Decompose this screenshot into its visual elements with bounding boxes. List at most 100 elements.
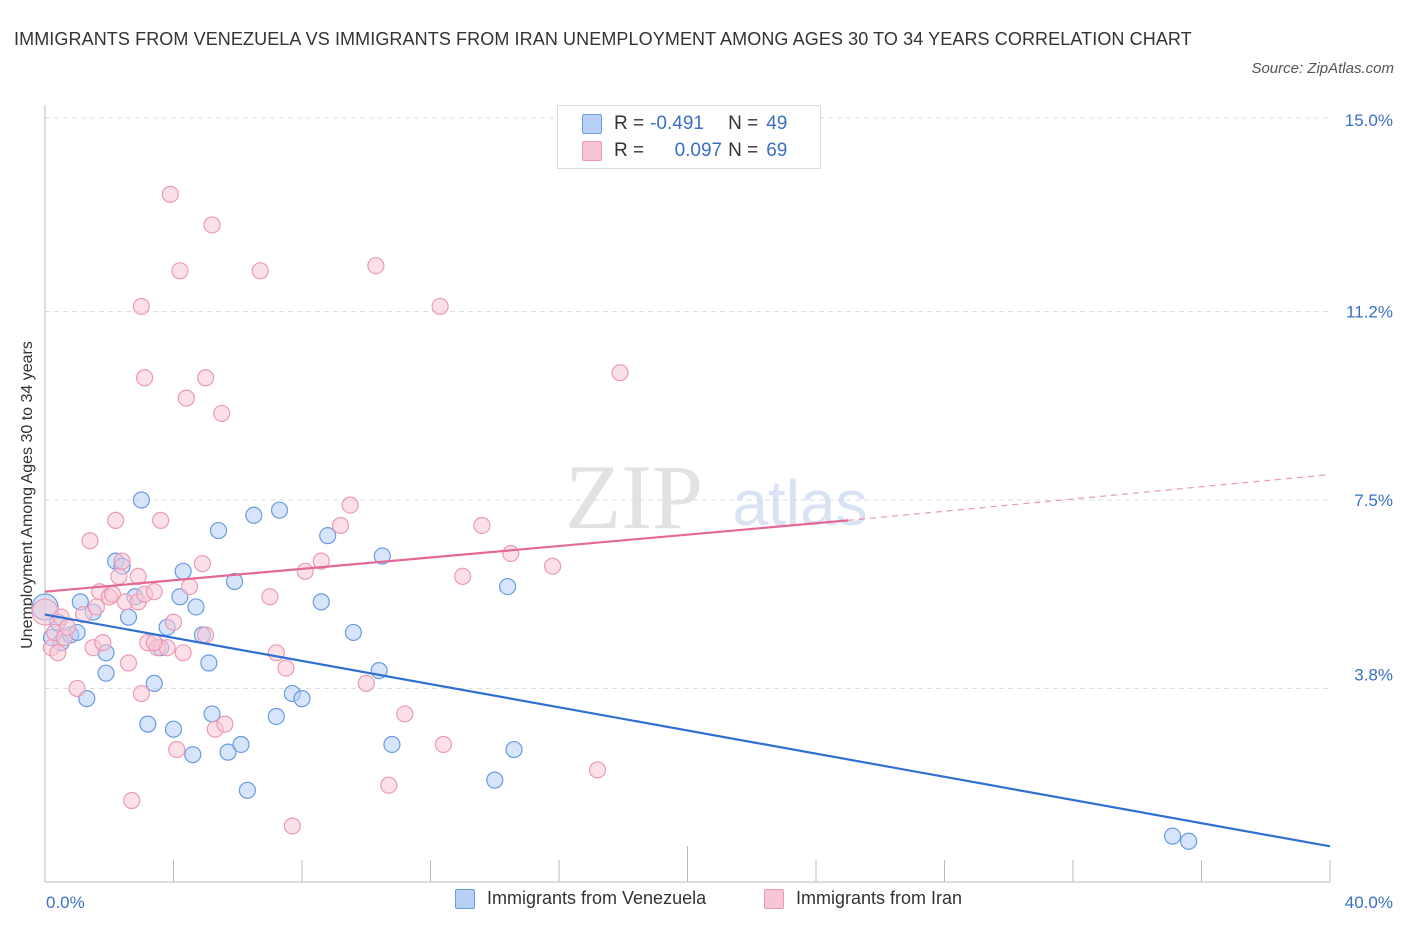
iran-point (203, 216, 221, 234)
stats-legend-box: R = -0.491 N = 49 R = 0.097 N = 69 (557, 105, 821, 169)
iran-point (296, 562, 314, 580)
venezuela-point (184, 746, 202, 764)
r-value: -0.491 (650, 113, 704, 134)
y-tick-label: 7.5% (1354, 491, 1393, 510)
trend-layer (44, 473, 1331, 848)
iran-point (454, 567, 472, 586)
iran-point (197, 369, 215, 387)
venezuela-point (293, 690, 311, 708)
venezuela-point (174, 562, 192, 580)
venezuela-point (132, 491, 150, 509)
iran-point (171, 262, 189, 280)
n-label: N = (728, 140, 759, 161)
venezuela-point (97, 664, 115, 682)
iran-point (261, 588, 279, 606)
chart-title: IMMIGRANTS FROM VENEZUELA VS IMMIGRANTS … (14, 29, 1192, 49)
iran-point (357, 674, 375, 692)
iran-point (197, 626, 215, 644)
iran-point (177, 389, 195, 407)
y-tick-label: 11.2% (1346, 303, 1393, 322)
iran-point (49, 644, 67, 662)
venezuela-point (312, 593, 330, 611)
grid-layer (45, 117, 1330, 689)
iran-point (168, 740, 186, 759)
iran-point (193, 555, 212, 573)
iran-point (119, 654, 138, 672)
venezuela-point (209, 521, 228, 540)
iran-point (502, 544, 520, 563)
venezuela-point (319, 527, 337, 545)
iran-point (251, 262, 269, 280)
tick-label-layer: 3.8% 7.5% 11.2% 15.0% 0.0% 40.0% (46, 111, 1393, 912)
r-label: R = (614, 140, 645, 161)
iran-point (213, 404, 231, 423)
venezuela-legend-swatch (455, 888, 475, 909)
iran-point (380, 776, 398, 794)
iran-point (431, 297, 449, 316)
iran-point (132, 684, 150, 703)
iran-point (110, 567, 128, 586)
legend-item-iran[interactable]: Immigrants from Iran (764, 888, 962, 909)
venezuela-point (344, 623, 362, 642)
venezuela-point (245, 506, 263, 524)
n-label: N = (728, 113, 759, 134)
iran-point (312, 552, 330, 570)
x-tick-label: 0.0% (46, 893, 85, 912)
venezuela-point (499, 577, 517, 596)
iran-point (434, 735, 452, 754)
venezuela-point (219, 743, 237, 761)
venezuela-point (267, 707, 285, 726)
iran-point (132, 297, 150, 316)
iran-point (81, 532, 99, 550)
iran-point (396, 705, 414, 723)
iran-point (543, 557, 562, 575)
venezuela-point (164, 720, 183, 738)
iran-trendline-extension (848, 473, 1331, 521)
iran-point (87, 598, 106, 616)
venezuela-point (238, 781, 256, 799)
legend: Immigrants from Venezuela Immigrants fro… (0, 888, 1406, 918)
venezuela-point (1180, 832, 1198, 850)
venezuela-point (225, 572, 244, 591)
stats-row-iran: R = 0.097 N = 69 (582, 138, 787, 164)
legend-label-venezuela: Immigrants from Venezuela (487, 888, 707, 908)
iran-point (473, 516, 491, 535)
points-layer (31, 185, 1198, 850)
y-tick-label: 3.8% (1354, 665, 1393, 684)
iran-point (145, 583, 163, 601)
venezuela-trendline (44, 613, 1331, 848)
iran-legend-swatch (764, 888, 784, 909)
r-label: R = (614, 113, 645, 134)
watermark: ZIP (565, 446, 703, 548)
watermark-atlas: atlas (732, 467, 867, 539)
iran-point (107, 511, 125, 529)
iran-point (180, 577, 199, 596)
venezuela-point (139, 715, 157, 733)
iran-point (341, 496, 359, 514)
stats-row-venezuela: R = -0.491 N = 49 (582, 111, 787, 137)
iran-point (135, 369, 154, 387)
legend-item-venezuela[interactable]: Immigrants from Venezuela (455, 888, 706, 909)
venezuela-point (486, 771, 504, 789)
iran-point (174, 644, 192, 662)
x-tick-label: 40.0% (1345, 893, 1393, 912)
n-value: 69 (766, 140, 788, 161)
y-tick-label: 15.0% (1345, 111, 1393, 130)
iran-swatch (582, 141, 602, 161)
venezuela-point (200, 654, 218, 672)
venezuela-point (145, 674, 163, 692)
venezuela-swatch (582, 114, 602, 134)
iran-trendline (44, 519, 849, 593)
iran-point (58, 618, 77, 636)
n-value: 49 (766, 113, 788, 134)
venezuela-point (1163, 827, 1182, 845)
chart-source: Source: ZipAtlas.com (1251, 60, 1394, 77)
iran-point (331, 516, 350, 535)
venezuela-point (232, 735, 250, 754)
iran-point (216, 715, 234, 733)
venezuela-point (119, 608, 138, 626)
venezuela-point (383, 735, 401, 754)
iran-point (145, 634, 163, 652)
axis-layer (44, 105, 1331, 883)
